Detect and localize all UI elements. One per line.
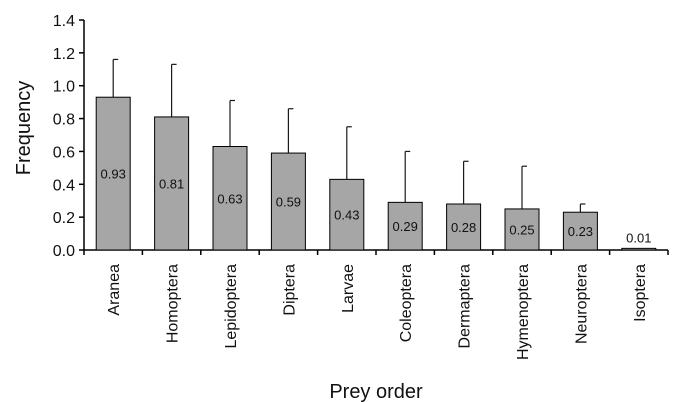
value-label: 0.59 — [276, 195, 301, 210]
value-label: 0.93 — [101, 167, 126, 182]
value-label: 0.81 — [159, 176, 184, 191]
bar-hymenoptera — [504, 208, 540, 251]
value-label: 0.29 — [393, 219, 418, 234]
x-axis-title: Prey order — [329, 381, 423, 402]
error-bars — [112, 58, 586, 213]
y-axis-title: Frequency — [13, 81, 35, 176]
y-tick-label: 0.4 — [53, 177, 75, 194]
category-label: Homoptera — [165, 264, 182, 343]
y-tick-label: 0.8 — [53, 112, 75, 129]
value-labels: 0.93 0.81 0.63 0.59 0.43 0.29 0.28 0.25 0.23 0.01 — [101, 167, 652, 246]
value-label: 0.23 — [568, 224, 593, 239]
value-label: 0.28 — [451, 220, 476, 235]
category-label: Aranea — [106, 264, 123, 316]
y-tick-label: 0.6 — [53, 144, 75, 161]
category-label: Coleoptera — [398, 264, 415, 342]
bar-homoptera — [154, 116, 190, 251]
bar-isoptera — [621, 247, 657, 251]
category-label: Dermaptera — [457, 264, 474, 349]
value-label: 0.63 — [217, 191, 242, 206]
value-label: 0.25 — [509, 222, 534, 237]
bar-neuroptera — [562, 211, 598, 251]
bar-coleoptera — [387, 201, 423, 251]
bar-diptera — [270, 152, 306, 251]
y-tick-label: 1.4 — [53, 13, 75, 30]
bar-lepidoptera — [212, 146, 248, 251]
y-tick-label: 0.2 — [53, 210, 75, 227]
category-label: Larvae — [340, 264, 357, 313]
category-label: Hymenoptera — [515, 264, 532, 360]
bar-dermaptera — [446, 203, 482, 251]
value-label: 0.01 — [626, 230, 651, 245]
y-tick-label: 1.0 — [53, 79, 75, 96]
bar-larvae — [329, 178, 365, 251]
category-label: Diptera — [281, 264, 298, 316]
category-labels: Aranea Homoptera Lepidoptera Diptera Larvae C… — [106, 264, 649, 360]
y-tick-label: 1.2 — [53, 46, 75, 63]
category-label: Lepidoptera — [223, 264, 240, 349]
value-label: 0.43 — [334, 208, 359, 223]
y-tick-label: 0.0 — [53, 243, 75, 260]
category-label: Isoptera — [632, 264, 649, 322]
bar-aranea — [95, 96, 131, 251]
y-axis: 0.0 0.2 0.4 0.6 0.8 1.0 1.2 1.4 — [53, 13, 85, 260]
x-axis — [83, 249, 669, 255]
bars — [95, 96, 657, 251]
category-label: Neuroptera — [573, 264, 590, 344]
